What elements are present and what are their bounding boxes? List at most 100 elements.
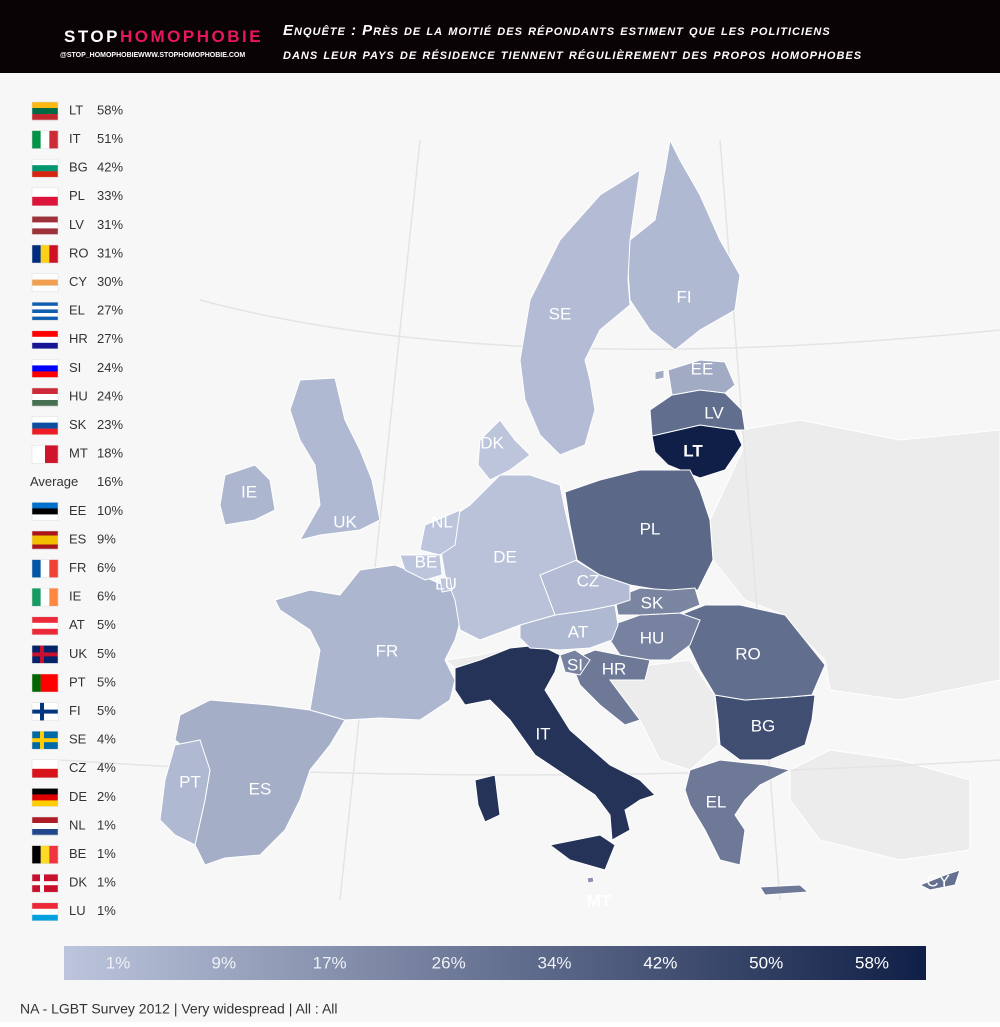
flag-border [31,502,59,521]
country-code: ES [69,531,87,546]
country-label: SI [567,655,583,674]
country [399,554,443,581]
flag-part [40,130,50,149]
footer: NA - LGBT Survey 2012 | Very widespread … [20,1001,338,1017]
flag-part [40,588,50,607]
country-label: UK [333,512,357,531]
flag [31,816,59,836]
country-label: LT [683,441,703,460]
country-code: FR [69,560,86,575]
country [559,649,591,676]
flag-border [31,330,59,350]
flag-border [31,902,59,922]
country [586,876,595,884]
country-value: 30% [97,274,123,289]
country-value: 1% [97,817,116,832]
flag-border [31,387,59,407]
flag-part [32,559,41,578]
country [569,649,651,726]
country [454,644,656,871]
flag-part [32,544,58,550]
country [159,739,211,846]
flag-border [31,873,59,893]
country-label: NL [431,512,453,531]
country-value: 5% [97,617,116,632]
country-value: 42% [97,160,123,175]
country-value: 23% [97,417,123,432]
flag-part [32,674,41,692]
flag-part [32,622,58,629]
flag [31,645,59,664]
colorscale-labels: 1% 9% 17% 26% 34% 42% 50% 58% [106,953,889,972]
country-code: SE [69,732,87,747]
country-label: MT [587,891,612,910]
flag-border [31,216,59,235]
flag [31,673,59,693]
flag-part [32,817,58,824]
flag-border [31,530,59,550]
flag-border [31,416,59,435]
country-code: SK [69,417,87,432]
country-label: IT [535,724,550,743]
flag-part [32,400,58,407]
flag [31,530,59,550]
brand-stop: STOP [64,27,120,46]
flag [31,244,59,264]
flag [31,559,59,578]
country-code: UK [69,646,87,661]
flag-part [45,445,59,464]
country [539,559,631,616]
flag [31,702,59,721]
flag-part [32,216,58,223]
colorscale-label: 42% [643,953,677,972]
country-label: SK [641,593,664,612]
flag-border [31,130,59,149]
flag [31,502,59,521]
flag-part [32,305,58,310]
flag [31,387,59,407]
flag-part [32,336,58,343]
flag-part [32,759,58,769]
flag-part [32,165,58,172]
flag-border [31,702,59,721]
country-label: HR [602,659,627,678]
flag-part [49,245,59,263]
title-line: dans leur pays de résidence tiennent rég… [283,46,862,63]
country-code: SI [69,360,81,375]
flag-border [31,301,59,321]
country-label: LU [435,574,457,593]
country-label: PT [179,772,201,791]
country-list: LT 58% IT 51% BG 42% PL 33% LV 31% RO 31% CY 30% EL 27%… [30,101,123,922]
country-code: CY [69,274,87,289]
colorscale-label: 26% [432,953,466,972]
country-value: 6% [97,560,116,575]
flag-part [32,881,58,886]
flag-part [32,914,58,921]
colorscale-label: 17% [313,953,347,972]
flag [31,330,59,350]
country-label: EL [706,792,727,811]
flag-part [32,309,58,314]
country [439,577,453,593]
flag [31,587,59,607]
colorscale-label: 58% [855,953,889,972]
average-label: Average [30,474,78,489]
country-value: 58% [97,102,123,117]
average-value: 16% [97,474,123,489]
flag-part [32,359,58,366]
country-value: 5% [97,703,116,718]
flag-part [40,559,50,578]
flag-part [32,365,58,372]
country-label: FR [376,641,399,660]
country-value: 1% [97,903,116,918]
flag-part [32,908,58,915]
colorscale-label: 34% [538,953,572,972]
flag-border [31,730,59,750]
colorscale-label: 50% [749,953,783,972]
flag [31,845,59,864]
map: LT IT BG PL LV RO CY EL HR SI HU SK MT EE ES FR IE AT UK PT… [159,138,961,910]
flag [31,873,59,893]
flag-part [49,845,59,864]
country [289,377,381,541]
